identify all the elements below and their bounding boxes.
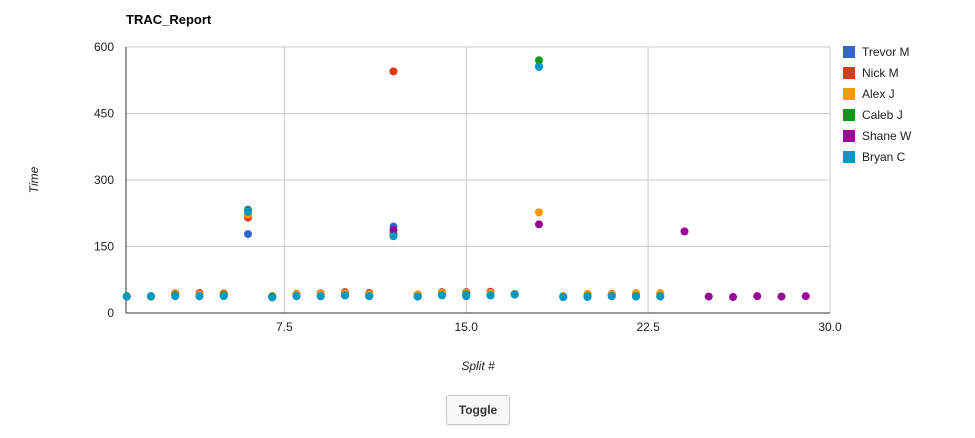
- data-points: [122, 56, 810, 302]
- data-point: [243, 230, 252, 239]
- data-point: [437, 291, 446, 300]
- scatter-chart: TRAC_Report 0 150 300 450 600 7.5 15.0 22.5 30.…: [27, 12, 912, 373]
- legend: Trevor M Nick M Alex J Caleb J Shane W Bryan …: [843, 45, 912, 164]
- legend-entry: Caleb J: [862, 108, 903, 122]
- data-point: [728, 293, 737, 302]
- x-axis-label: Split #: [461, 359, 495, 373]
- y-tick-label: 150: [94, 240, 114, 254]
- toggle-button[interactable]: Toggle: [446, 395, 510, 425]
- y-tick-label: 600: [94, 40, 114, 54]
- gridlines: [126, 46, 831, 313]
- legend-swatch: [843, 67, 855, 79]
- x-tick-label: 7.5: [276, 320, 293, 334]
- x-tick-label: 15.0: [455, 320, 479, 334]
- legend-entry: Shane W: [862, 129, 912, 143]
- data-point: [340, 291, 349, 300]
- data-point: [631, 292, 640, 301]
- axes: [125, 47, 830, 314]
- data-point: [389, 67, 398, 76]
- chart-title: TRAC_Report: [126, 12, 212, 27]
- y-tick-label: 0: [107, 306, 114, 320]
- data-point: [534, 62, 543, 71]
- x-tick-label: 22.5: [636, 320, 660, 334]
- y-axis-label: Time: [27, 166, 41, 193]
- data-point: [195, 292, 204, 301]
- data-point: [462, 291, 471, 300]
- y-tick-label: 450: [94, 107, 114, 121]
- data-point: [389, 232, 398, 241]
- data-point: [801, 292, 810, 301]
- y-tick-label: 300: [94, 173, 114, 187]
- legend-entry: Alex J: [862, 87, 895, 101]
- data-point: [243, 207, 252, 216]
- legend-entry: Nick M: [862, 66, 899, 80]
- data-point: [559, 293, 568, 302]
- data-point: [292, 292, 301, 301]
- data-point: [534, 220, 543, 229]
- data-point: [122, 292, 131, 301]
- data-point: [316, 292, 325, 301]
- data-point: [219, 292, 228, 301]
- data-point: [607, 292, 616, 301]
- data-point: [171, 292, 180, 301]
- data-point: [510, 290, 519, 299]
- x-tick-label: 30.0: [818, 320, 842, 334]
- data-point: [656, 292, 665, 301]
- data-point: [534, 56, 543, 65]
- data-point: [583, 293, 592, 302]
- data-point: [389, 226, 398, 235]
- legend-entry: Trevor M: [862, 45, 910, 59]
- data-point: [365, 292, 374, 301]
- data-point: [268, 293, 277, 302]
- data-point: [486, 291, 495, 300]
- data-point: [534, 208, 543, 217]
- legend-swatch: [843, 88, 855, 100]
- data-point: [753, 292, 762, 301]
- data-point: [413, 292, 422, 301]
- data-point: [704, 292, 713, 301]
- legend-swatch: [843, 109, 855, 121]
- legend-swatch: [843, 130, 855, 142]
- data-point: [680, 227, 689, 236]
- legend-entry: Bryan C: [862, 150, 906, 164]
- y-tick-labels: 0 150 300 450 600: [94, 40, 114, 320]
- data-point: [777, 292, 786, 301]
- legend-swatch: [843, 46, 855, 58]
- data-point: [146, 292, 155, 301]
- legend-swatch: [843, 151, 855, 163]
- x-tick-labels: 7.5 15.0 22.5 30.0: [276, 320, 842, 334]
